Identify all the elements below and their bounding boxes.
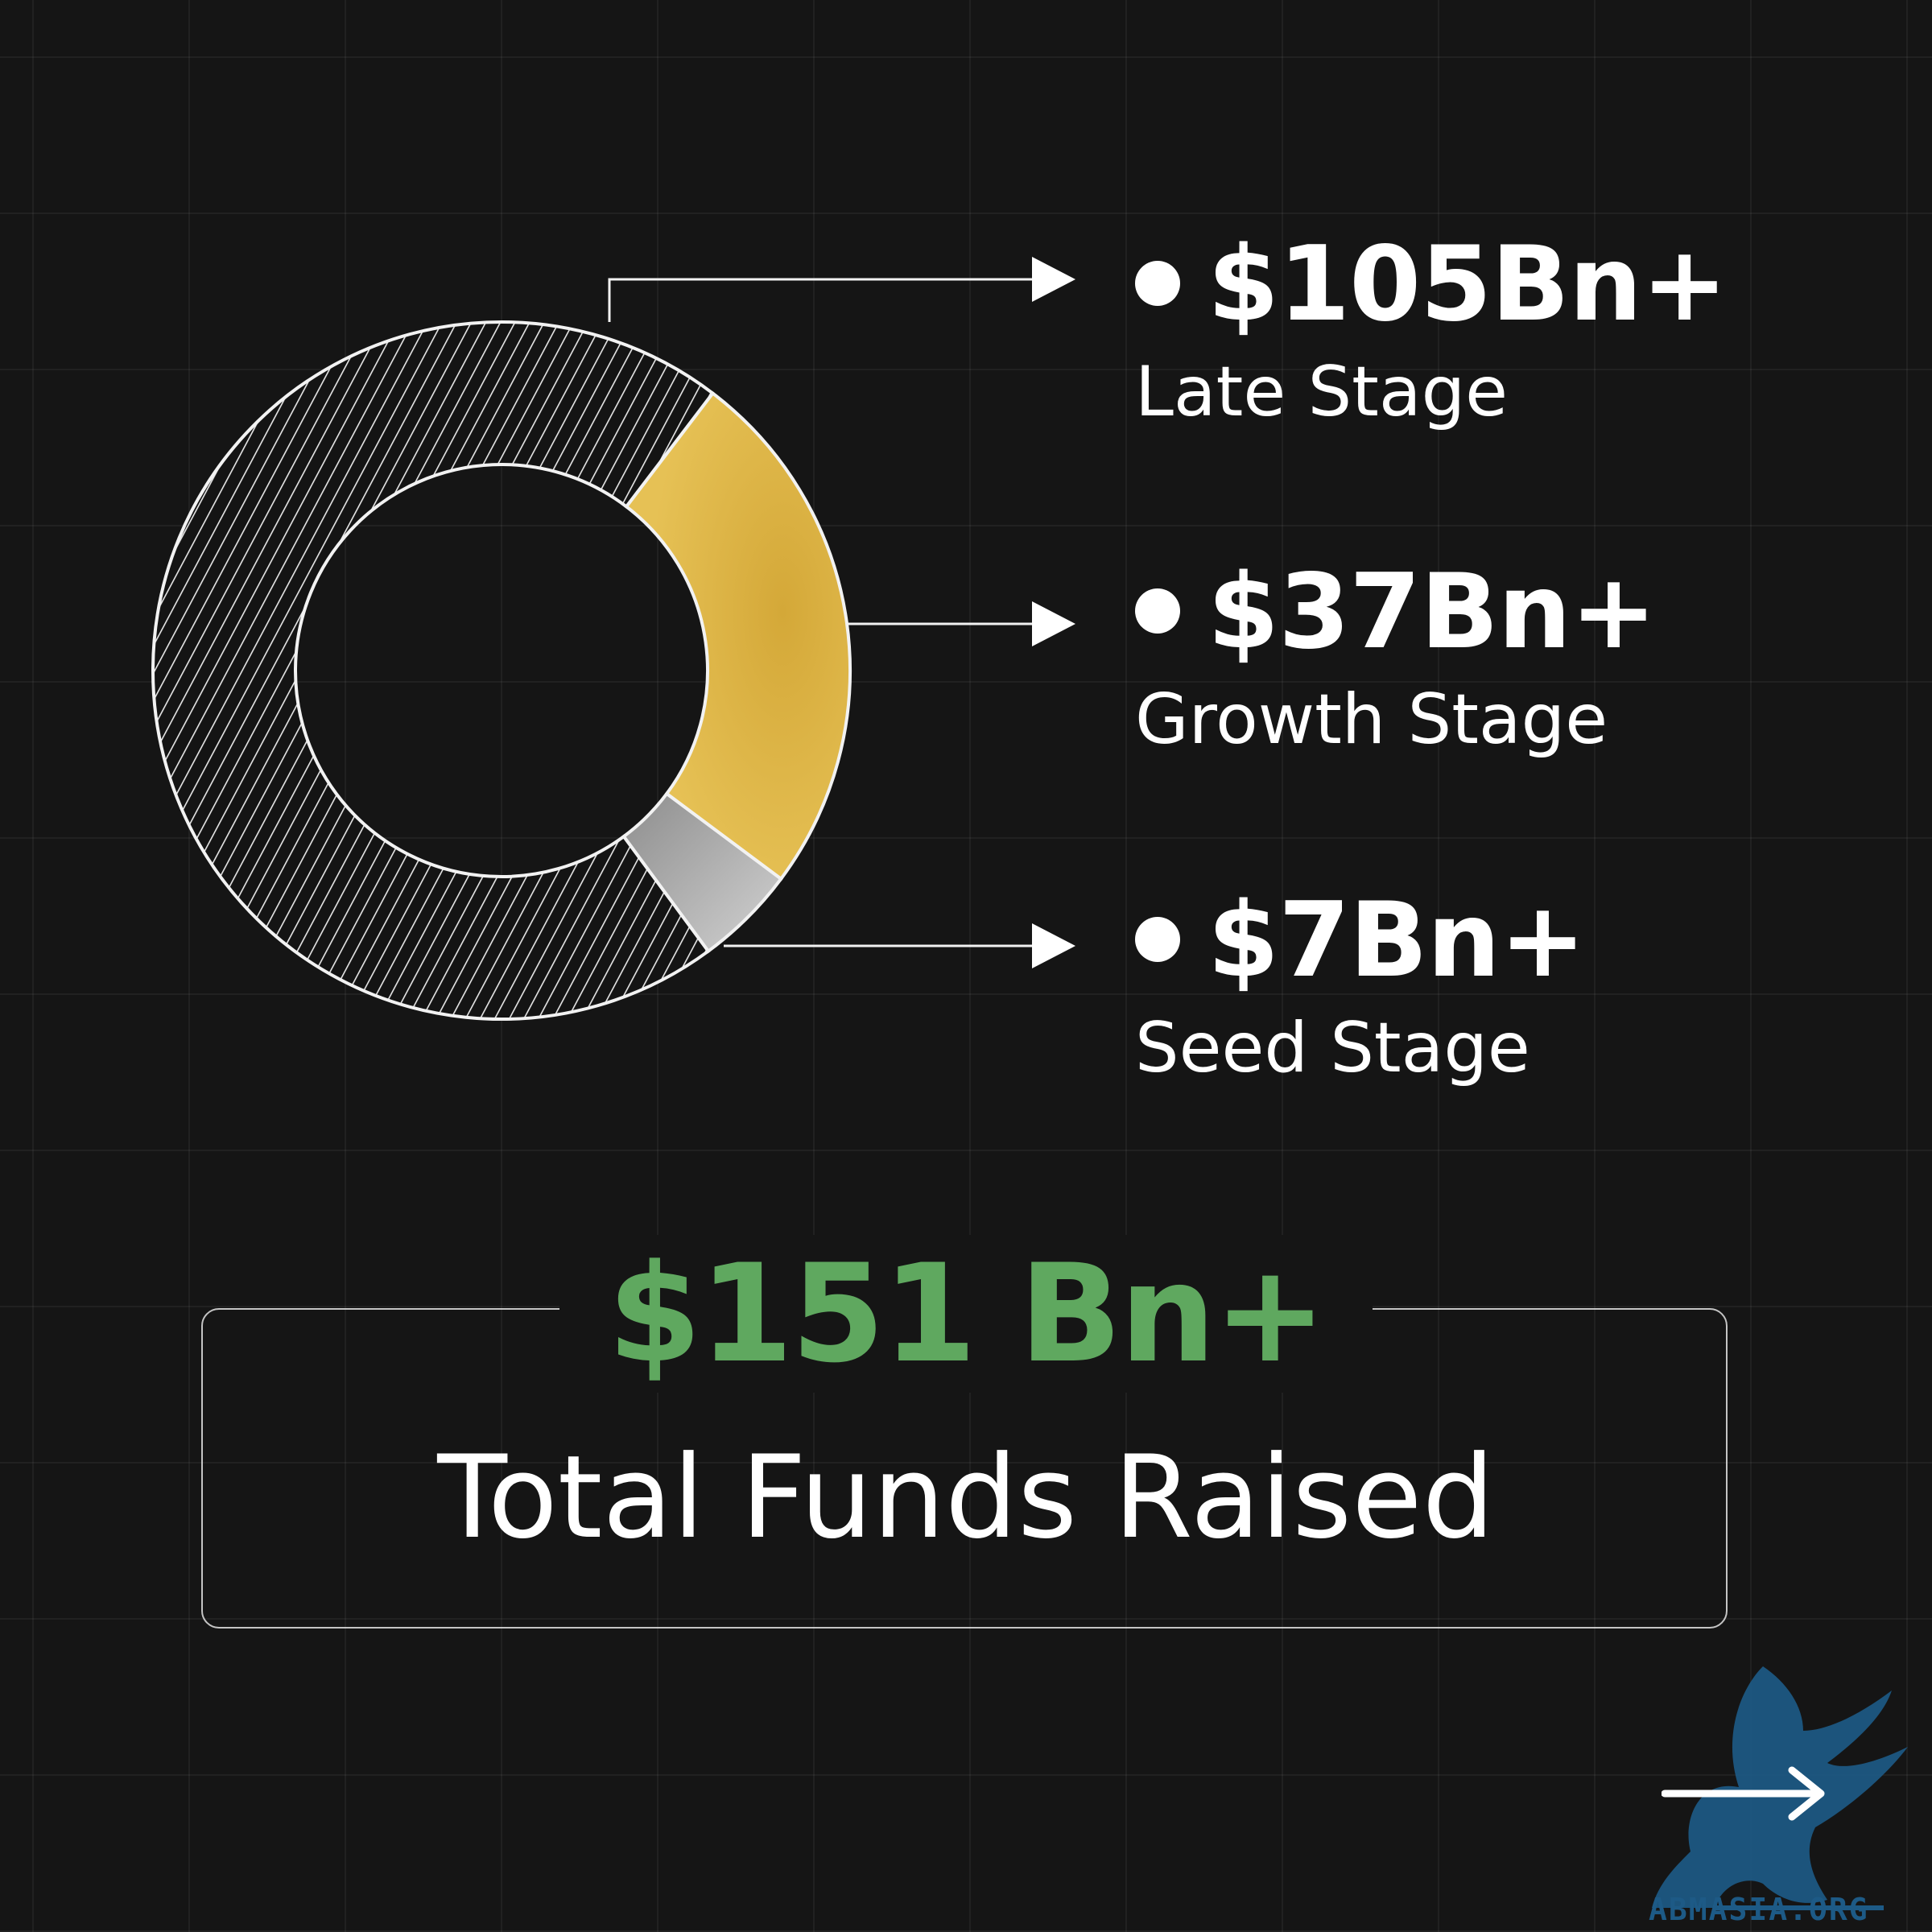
arrowhead-icon <box>1032 257 1075 302</box>
legend-item-growth: $37Bn+ Growth Stage <box>1135 561 1657 760</box>
slice-growth-stage <box>624 390 852 881</box>
bullet-icon <box>1135 588 1180 634</box>
connector-late <box>608 278 1038 322</box>
legend-value: $7Bn+ <box>1135 890 1586 993</box>
arrowhead-icon <box>1032 923 1075 968</box>
legend-label: Growth Stage <box>1135 679 1608 760</box>
slice-seed-stage <box>621 791 783 954</box>
legend-label: Seed Stage <box>1135 1008 1530 1088</box>
arrow-right-icon[interactable] <box>1662 1765 1831 1822</box>
value-text: $105Bn+ <box>1208 225 1728 345</box>
arrowhead-icon <box>1032 601 1075 646</box>
total-value: $151 Bn+ <box>0 1235 1932 1393</box>
legend-value: $105Bn+ <box>1135 233 1728 336</box>
value-text: $7Bn+ <box>1208 881 1586 1001</box>
total-value-text: $151 Bn+ <box>559 1235 1373 1393</box>
griffin-icon <box>1652 1666 1908 1910</box>
donut-chart <box>151 257 1075 1021</box>
total-label: Total Funds Raised <box>437 1431 1495 1564</box>
slice-late-stage <box>151 320 716 1021</box>
connector-arrows <box>608 257 1075 968</box>
legend-value: $37Bn+ <box>1135 561 1657 664</box>
bullet-icon <box>1135 260 1180 306</box>
value-text: $37Bn+ <box>1208 552 1657 672</box>
watermark-text: ABMASIA.ORG <box>1649 1892 1869 1927</box>
legend-item-late: $105Bn+ Late Stage <box>1135 233 1728 432</box>
legend-label: Late Stage <box>1135 352 1509 432</box>
legend-item-seed: $7Bn+ Seed Stage <box>1135 890 1586 1088</box>
bullet-icon <box>1135 916 1180 962</box>
